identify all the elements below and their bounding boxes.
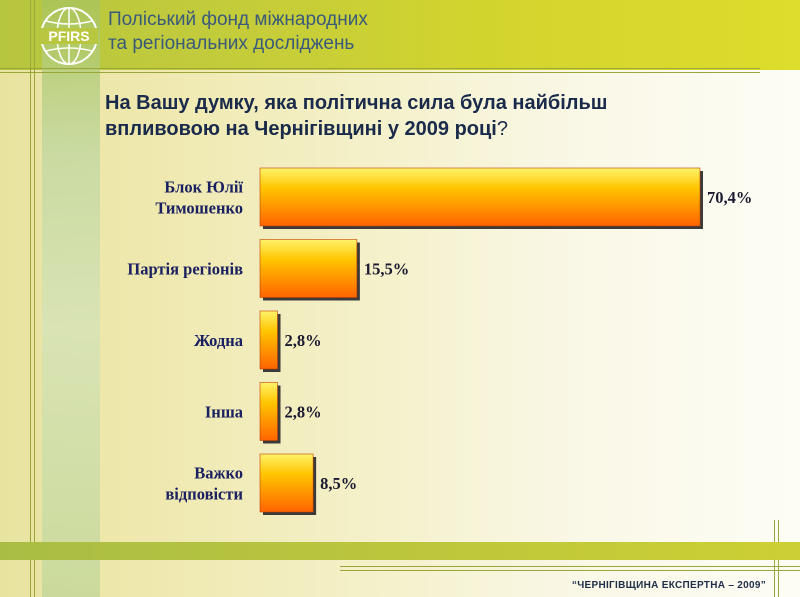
globe-logo-icon: PFIRS: [40, 7, 98, 65]
category-label: Партія регіонів: [127, 260, 243, 279]
category-label: Інша: [205, 403, 243, 422]
decorative-line: [340, 566, 800, 567]
decorative-line: [34, 0, 35, 597]
decorative-line: [0, 72, 760, 73]
org-line-1: Поліський фонд міжнародних: [108, 9, 368, 30]
bar-value-label: 2,8%: [285, 403, 322, 422]
org-line-2: та регіональних досліджень: [108, 33, 355, 54]
bar-value-label: 70,4%: [707, 188, 752, 207]
category-label: Жодна: [194, 331, 243, 350]
category-label: відповісти: [165, 485, 243, 504]
bars-group: 70,4% Блок Юлії Тимошенко 15,5% Партія регіо…: [127, 167, 752, 515]
bar: [259, 239, 358, 298]
bar-value-label: 2,8%: [285, 331, 322, 350]
bar-value-label: 15,5%: [364, 260, 409, 279]
chart-title: На Вашу думку, яка політична сила була н…: [105, 90, 745, 142]
decorative-vertical-stripe: [42, 0, 100, 597]
decorative-line: [340, 570, 800, 571]
footer-caption: “ЧЕРНІГІВЩИНА ЕКСПЕРТНА – 2009”: [571, 580, 766, 591]
category-label: Важко: [194, 464, 243, 483]
organization-name: Поліський фонд міжнародних та регіональн…: [108, 8, 368, 56]
svg-text:PFIRS: PFIRS: [48, 28, 89, 44]
bar: [259, 453, 314, 513]
footer-band: [0, 542, 800, 560]
bar: [259, 382, 278, 441]
decorative-line: [0, 68, 760, 69]
category-label: Блок Юлії: [164, 178, 243, 197]
decorative-line: [30, 0, 31, 597]
bar: [259, 167, 701, 227]
title-line-2: впливовою на Чернігівщині у 2009 році?: [105, 118, 508, 140]
bar: [259, 310, 278, 370]
header-band: [0, 0, 800, 70]
bar-value-label: 8,5%: [320, 474, 357, 493]
category-label: Тимошенко: [155, 199, 243, 218]
title-line-1: На Вашу думку, яка політична сила була н…: [105, 92, 608, 114]
